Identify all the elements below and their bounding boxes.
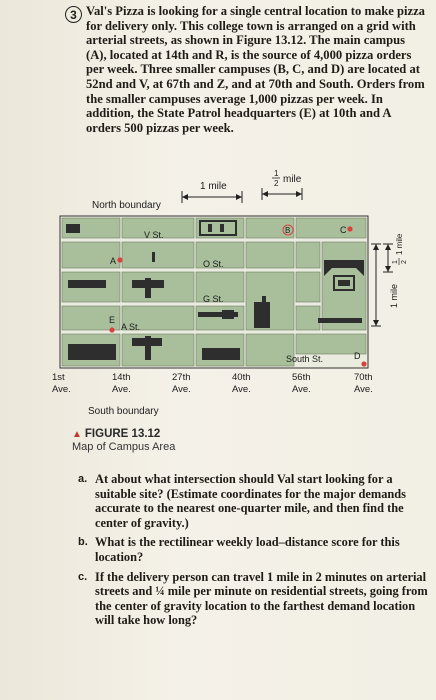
svg-text:1st: 1st (52, 372, 65, 383)
svg-text:Ave.: Ave. (172, 384, 191, 395)
location-e: E (109, 315, 115, 333)
north-boundary-label: North boundary (92, 200, 161, 211)
right-scale-1mile-label: 1 mile (389, 284, 399, 308)
svg-text:E: E (109, 315, 115, 325)
location-a-marker (117, 257, 123, 263)
o-street-label: O St. (203, 259, 224, 269)
svg-text:Ave.: Ave. (52, 384, 71, 395)
svg-text:70th: 70th (354, 372, 373, 383)
south-street-label: South St. (286, 354, 323, 364)
question-list: a. At about what intersection should Val … (78, 472, 428, 633)
g-street-label: G St. (203, 294, 224, 304)
svg-text:Ave.: Ave. (112, 384, 131, 395)
svg-text:14th: 14th (112, 372, 131, 383)
question-item: c. If the delivery person can travel 1 mi… (78, 569, 428, 628)
figure-label: ▲ FIGURE 13.12 (72, 428, 161, 440)
a-street-label: A St. (121, 322, 140, 332)
location-b: B (282, 224, 294, 236)
scale-1mile-bar (181, 191, 243, 203)
location-d-marker (361, 361, 367, 367)
svg-text:mile: mile (283, 174, 302, 185)
svg-text:1 mile: 1 mile (395, 233, 404, 255)
svg-text:Ave.: Ave. (232, 384, 251, 395)
building-icons (66, 220, 364, 360)
svg-text:56th: 56th (292, 372, 311, 383)
location-a: A (110, 256, 123, 266)
svg-text:2: 2 (274, 179, 279, 188)
avenue-labels: 1st Ave. 14th Ave. 27th Ave. 40th Ave. 5… (52, 372, 373, 395)
svg-text:D: D (354, 351, 361, 361)
right-scale-bars (371, 243, 393, 327)
svg-text:2: 2 (401, 260, 408, 264)
v-street-label: V St. (144, 230, 164, 240)
svg-text:A: A (110, 256, 116, 266)
svg-text:Ave.: Ave. (354, 384, 373, 395)
svg-text:C: C (340, 225, 347, 235)
scale-half-mile-bar (261, 188, 303, 200)
svg-text:40th: 40th (232, 372, 251, 383)
campus-map: 1 mile 1 2 mile North bounda (52, 169, 408, 417)
problem-text: Val's Pizza is looking for a single cent… (86, 4, 425, 135)
svg-text:1: 1 (392, 260, 399, 264)
right-scale-half-mile-label: 1 2 1 mile (392, 233, 408, 265)
svg-text:1: 1 (274, 169, 279, 178)
question-item: b. What is the rectilinear weekly load–di… (78, 535, 400, 564)
problem-number: 3 (65, 6, 82, 23)
campus-map-figure: 1 mile 1 2 mile North bounda (48, 168, 432, 438)
triangle-icon: ▲ (72, 429, 82, 440)
svg-text:27th: 27th (172, 372, 191, 383)
south-boundary-label: South boundary (88, 406, 159, 417)
scale-half-mile-label: 1 2 mile (272, 169, 302, 188)
location-c: C (340, 225, 353, 235)
question-item: a. At about what intersection should Val … (78, 472, 406, 530)
figure-caption: ▲ FIGURE 13.12 Map of Campus Area (72, 428, 312, 453)
figure-subtitle: Map of Campus Area (72, 441, 176, 453)
scale-1mile-label: 1 mile (200, 181, 227, 192)
svg-text:B: B (285, 226, 290, 235)
svg-text:Ave.: Ave. (292, 384, 311, 395)
location-d: D (354, 351, 367, 367)
location-c-marker (347, 226, 353, 232)
location-e-marker (109, 327, 115, 333)
